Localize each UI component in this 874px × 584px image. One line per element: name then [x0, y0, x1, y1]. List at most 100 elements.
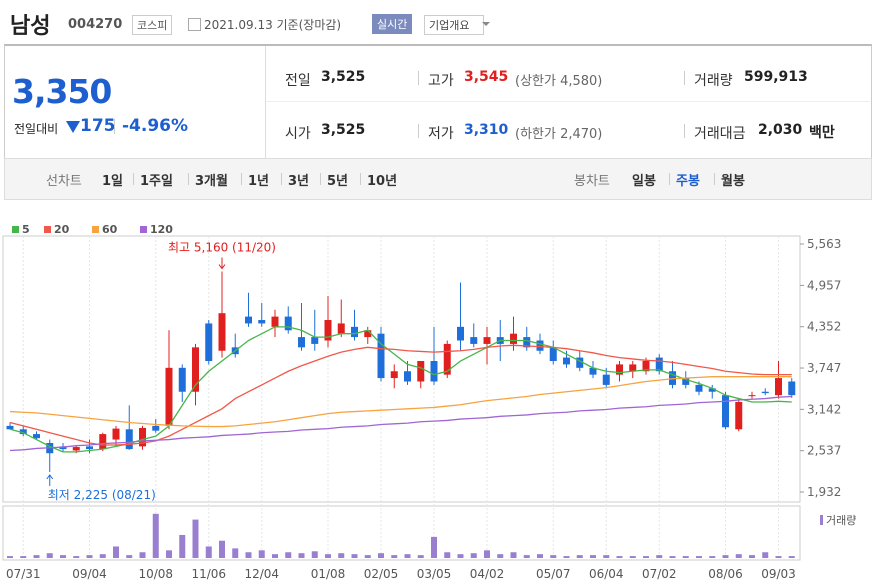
volume-bar [788, 556, 795, 558]
stat-value: 3,525 [321, 69, 366, 85]
tab-option[interactable]: 1일 [102, 174, 124, 189]
divider [188, 173, 189, 185]
volume-bar [775, 556, 782, 558]
stat-value: 3,545 [464, 69, 509, 85]
divider [114, 119, 115, 134]
tab-label: 선차트 [46, 174, 82, 189]
candle-body [86, 446, 93, 450]
legend-swatch [92, 226, 99, 233]
divider [418, 71, 419, 85]
divider [669, 173, 670, 185]
calendar-icon [188, 18, 201, 31]
candle-body [722, 395, 729, 428]
candle-body [192, 347, 199, 392]
candle-body [99, 434, 107, 450]
volume-bar [431, 536, 437, 558]
x-tick-label: 04/02 [470, 567, 505, 581]
volume-bar [139, 552, 146, 558]
candle-body [735, 401, 743, 430]
volume-bar [298, 553, 305, 558]
candle-body [337, 323, 345, 334]
candle-body [152, 425, 160, 431]
candle-body [404, 371, 411, 382]
volume-bar [7, 556, 13, 558]
tab-option[interactable]: 10년 [367, 174, 398, 189]
tab-option[interactable]: 5년 [327, 174, 349, 189]
volume-bar [258, 550, 265, 558]
legend-swatch [44, 226, 51, 233]
volume-frame [2, 505, 801, 561]
stat-value: 3,525 [321, 122, 366, 138]
volume-bar [762, 552, 769, 558]
legend-label: 20 [54, 223, 70, 236]
volume-bar [20, 556, 27, 558]
y-tick-label: 3,747 [807, 361, 841, 375]
divider [241, 173, 242, 185]
candle-body [682, 378, 690, 385]
y-tick-label: 5,563 [807, 237, 841, 251]
volume-bar [152, 513, 159, 558]
tab-label: 봉차트 [574, 174, 610, 189]
volume-bar [629, 556, 636, 558]
volume-bar [351, 554, 358, 558]
volume-bar [510, 552, 517, 558]
tab-option[interactable]: 3개월 [195, 174, 228, 189]
x-tick-label: 09/03 [761, 567, 796, 581]
candle-body [708, 388, 716, 392]
candle-body [245, 316, 252, 324]
tab-option[interactable]: 1주일 [140, 174, 173, 189]
candle-body [443, 343, 451, 375]
candle-body [33, 434, 40, 439]
volume-bar [338, 553, 345, 558]
candle-body [351, 326, 358, 338]
tab-bar [4, 158, 872, 200]
tab-option[interactable]: 3년 [288, 174, 310, 189]
divider [265, 46, 266, 158]
candle-body [364, 330, 372, 338]
stock-name: 남성 [10, 14, 51, 39]
stat-label: 저가 [428, 126, 454, 142]
tab-option[interactable]: 주봉 [676, 174, 700, 189]
candle-body [523, 337, 531, 348]
divider [360, 173, 361, 185]
volume-bar [643, 556, 649, 558]
tab-option[interactable]: 일봉 [632, 174, 656, 189]
candle-body [417, 360, 425, 382]
volume-bar [404, 554, 411, 558]
tab-option[interactable]: 1년 [248, 174, 270, 189]
plot-frame [2, 235, 801, 503]
candle-body [563, 357, 570, 365]
volume-bar [86, 555, 93, 558]
stat-label: 전일 [285, 73, 311, 89]
y-tick-label: 3,142 [807, 402, 841, 416]
stat-note: (상한가 4,580) [515, 74, 603, 89]
candle-body [549, 347, 557, 361]
x-tick-label: 09/04 [72, 567, 107, 581]
candle-body [284, 316, 292, 331]
chart: 07/31 09/04 10/08 11/06 12/04 01/08 02/05 03/05… [2, 223, 856, 581]
company-button[interactable]: 기업개요 [424, 15, 485, 35]
volume-bar [126, 555, 133, 558]
candle-body [19, 429, 27, 435]
stat-unit: 백만 [809, 125, 835, 141]
volume-bar [722, 555, 729, 558]
divider [281, 173, 282, 185]
candle-body [788, 381, 796, 396]
x-tick-label: 02/05 [364, 567, 399, 581]
volume-bar [33, 555, 40, 558]
volume-bar [285, 552, 292, 558]
y-tick-label: 4,957 [807, 278, 841, 292]
candle-body [576, 357, 584, 368]
realtime-button[interactable]: 실시간 [372, 14, 413, 34]
tab-option[interactable]: 월봉 [721, 174, 745, 189]
volume-bar [179, 534, 186, 558]
ma-line [9, 344, 792, 446]
volume-bar [563, 556, 570, 558]
arrow-head [218, 264, 226, 270]
volume-bar [484, 550, 490, 558]
volume-bar [205, 546, 212, 558]
change-label: 전일대비 [14, 122, 59, 136]
volume-label: 거래량 [826, 514, 856, 527]
candle-body [72, 447, 80, 451]
